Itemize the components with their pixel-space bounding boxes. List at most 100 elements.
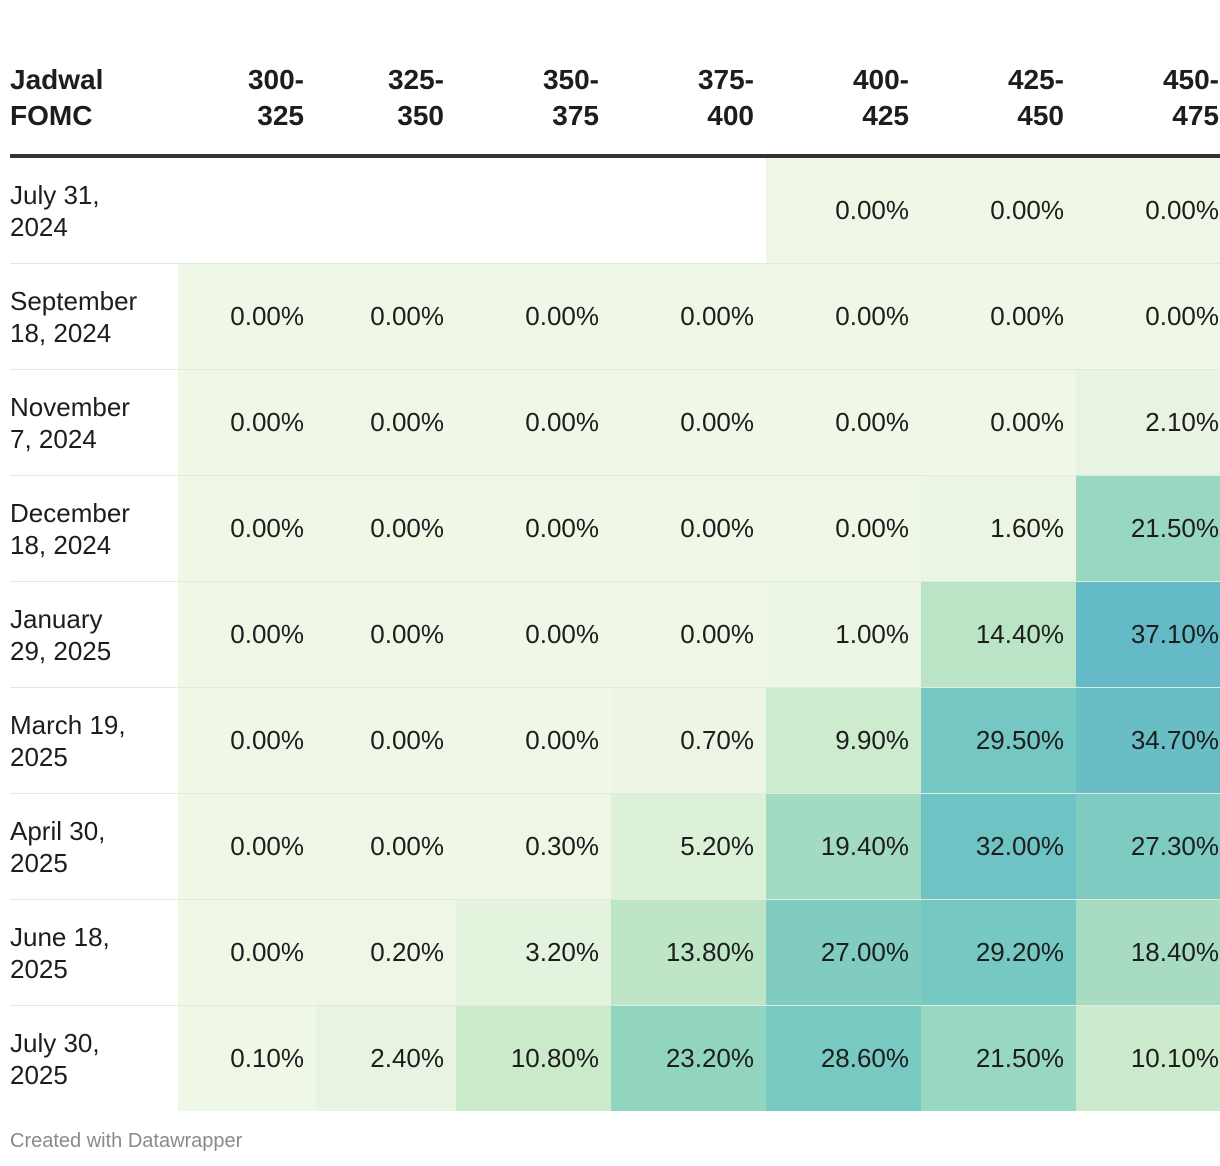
heatmap-cell: 0.00%	[316, 369, 456, 476]
column-header-line: 425	[862, 100, 909, 131]
column-header-450-475: 450- 475	[1076, 0, 1220, 158]
table-row: June 18, 2025 0.00% 0.20% 3.20% 13.80% 27.00% 2…	[10, 899, 1220, 1006]
header-label-line: FOMC	[10, 100, 93, 131]
heatmap-cell: 0.00%	[1076, 263, 1220, 370]
heatmap-cell: 0.00%	[921, 156, 1076, 264]
heatmap-cell: 0.00%	[921, 263, 1076, 370]
heatmap-cell: 23.20%	[611, 1005, 766, 1111]
heatmap-cell: 0.00%	[456, 687, 611, 794]
heatmap-table-container: Jadwal FOMC 300- 325 325- 350 350- 375 375- 400 40…	[10, 0, 1220, 1111]
heatmap-cell: 0.00%	[178, 899, 316, 1006]
heatmap-cell: 18.40%	[1076, 899, 1220, 1006]
heatmap-cell: 14.40%	[921, 581, 1076, 688]
heatmap-cell: 0.00%	[1076, 156, 1220, 264]
heatmap-cell: 29.50%	[921, 687, 1076, 794]
column-header-325-350: 325- 350	[316, 0, 456, 158]
row-label-line: 18, 2024	[10, 317, 112, 348]
heatmap-cell: 21.50%	[921, 1005, 1076, 1111]
heatmap-cell-empty	[611, 156, 766, 264]
heatmap-cell: 0.00%	[178, 263, 316, 370]
heatmap-cell: 5.20%	[611, 793, 766, 900]
column-header-line: 325	[257, 100, 304, 131]
table-row: July 31, 2024 0.00% 0.00% 0.00%	[10, 156, 1220, 264]
row-label-meeting-date: April 30, 2025	[10, 793, 178, 900]
heatmap-cell: 27.30%	[1076, 793, 1220, 900]
heatmap-cell: 0.00%	[456, 581, 611, 688]
datawrapper-credit: Created with Datawrapper	[10, 1130, 243, 1152]
column-header-425-450: 425- 450	[921, 0, 1076, 158]
row-label-line: 2025	[10, 1059, 68, 1090]
row-label-line: November	[10, 391, 130, 422]
heatmap-cell: 34.70%	[1076, 687, 1220, 794]
row-label-line: 29, 2025	[10, 635, 112, 666]
heatmap-cell: 10.80%	[456, 1005, 611, 1111]
row-label-line: March 19,	[10, 709, 126, 740]
column-header-line: 375	[552, 100, 599, 131]
header-fomc-schedule: Jadwal FOMC	[10, 0, 178, 158]
column-header-line: 400-	[852, 64, 909, 95]
heatmap-cell: 3.20%	[456, 899, 611, 1006]
heatmap-cell: 19.40%	[766, 793, 921, 900]
heatmap-cell: 0.00%	[316, 263, 456, 370]
row-label-line: April 30,	[10, 815, 106, 846]
row-label-line: January	[10, 603, 103, 634]
column-header-line: 375-	[697, 64, 754, 95]
column-header-line: 475	[1172, 100, 1219, 131]
heatmap-cell-empty	[456, 156, 611, 264]
column-header-400-425: 400- 425	[766, 0, 921, 158]
column-header-line: 450-	[1162, 64, 1219, 95]
heatmap-cell: 0.10%	[178, 1005, 316, 1111]
table-row: November 7, 2024 0.00% 0.00% 0.00% 0.00% 0.00%…	[10, 369, 1220, 476]
table-body: July 31, 2024 0.00% 0.00% 0.00% September 18, …	[10, 156, 1220, 1111]
row-label-line: July 30,	[10, 1027, 100, 1058]
column-header-line: 300-	[247, 64, 304, 95]
header-label-line: Jadwal	[10, 64, 104, 95]
row-label-line: 7, 2024	[10, 423, 97, 454]
column-header-line: 400	[707, 100, 754, 131]
heatmap-cell: 0.00%	[316, 793, 456, 900]
heatmap-cell: 0.00%	[611, 581, 766, 688]
column-header-line: 450	[1017, 100, 1064, 131]
row-label-meeting-date: March 19, 2025	[10, 687, 178, 794]
heatmap-cell-empty	[178, 156, 316, 264]
column-header-line: 350-	[542, 64, 599, 95]
heatmap-cell: 0.00%	[456, 369, 611, 476]
row-label-meeting-date: September 18, 2024	[10, 263, 178, 370]
heatmap-cell: 29.20%	[921, 899, 1076, 1006]
heatmap-cell: 0.00%	[456, 475, 611, 582]
heatmap-cell: 27.00%	[766, 899, 921, 1006]
row-label-meeting-date: December 18, 2024	[10, 475, 178, 582]
heatmap-cell: 0.00%	[766, 369, 921, 476]
heatmap-cell: 2.40%	[316, 1005, 456, 1111]
heatmap-cell: 0.00%	[178, 793, 316, 900]
column-header-line: 325-	[387, 64, 444, 95]
table-header: Jadwal FOMC 300- 325 325- 350 350- 375 375- 400 40…	[10, 0, 1220, 158]
heatmap-cell: 1.00%	[766, 581, 921, 688]
table-row: September 18, 2024 0.00% 0.00% 0.00% 0.00% 0.0…	[10, 263, 1220, 370]
row-label-meeting-date: January 29, 2025	[10, 581, 178, 688]
heatmap-cell: 1.60%	[921, 475, 1076, 582]
heatmap-cell: 0.00%	[316, 581, 456, 688]
row-label-line: 2025	[10, 741, 68, 772]
heatmap-cell: 0.00%	[316, 687, 456, 794]
heatmap-cell: 0.00%	[766, 263, 921, 370]
column-header-375-400: 375- 400	[611, 0, 766, 158]
heatmap-cell: 0.20%	[316, 899, 456, 1006]
column-header-line: 350	[397, 100, 444, 131]
fomc-probability-table: Jadwal FOMC 300- 325 325- 350 350- 375 375- 400 40…	[10, 0, 1220, 1111]
heatmap-cell-empty	[316, 156, 456, 264]
column-header-350-375: 350- 375	[456, 0, 611, 158]
heatmap-cell: 0.00%	[611, 475, 766, 582]
heatmap-cell: 0.00%	[178, 475, 316, 582]
row-label-meeting-date: November 7, 2024	[10, 369, 178, 476]
row-label-line: June 18,	[10, 921, 110, 952]
heatmap-cell: 0.00%	[921, 369, 1076, 476]
row-label-line: 2025	[10, 953, 68, 984]
heatmap-cell: 0.00%	[766, 156, 921, 264]
table-row: July 30, 2025 0.10% 2.40% 10.80% 23.20% 28.60%…	[10, 1005, 1220, 1111]
table-row: December 18, 2024 0.00% 0.00% 0.00% 0.00% 0.00…	[10, 475, 1220, 582]
row-label-meeting-date: July 30, 2025	[10, 1005, 178, 1111]
heatmap-cell: 9.90%	[766, 687, 921, 794]
row-label-line: 2025	[10, 847, 68, 878]
heatmap-cell: 32.00%	[921, 793, 1076, 900]
